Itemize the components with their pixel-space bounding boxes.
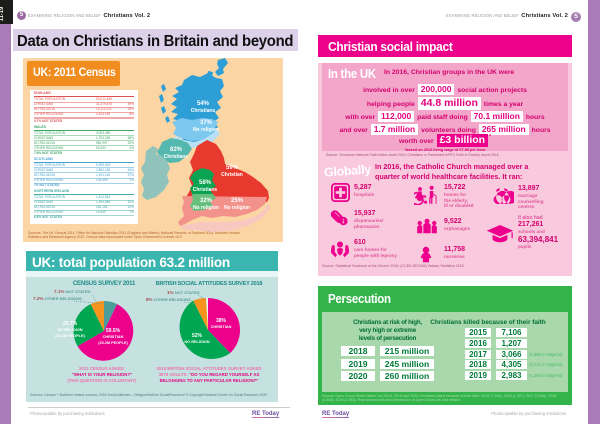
svg-text:No religion: No religion [193,127,219,133]
svg-text:54%: 54% [197,101,210,107]
svg-text:No religion: No religion [193,205,219,211]
svg-text:Christians: Christians [191,108,216,114]
svg-text:No religion: No religion [224,205,250,211]
svg-text:82%: 82% [170,147,183,153]
svg-text:Christians: Christians [193,187,218,193]
svg-text:37%: 37% [200,120,213,126]
svg-text:Christians: Christians [164,154,189,160]
svg-text:58%: 58% [199,180,212,186]
svg-text:59%: 59% [226,165,239,171]
svg-text:32%: 32% [200,198,213,204]
svg-text:25%: 25% [231,198,244,204]
svg-text:Christian: Christian [221,172,243,178]
